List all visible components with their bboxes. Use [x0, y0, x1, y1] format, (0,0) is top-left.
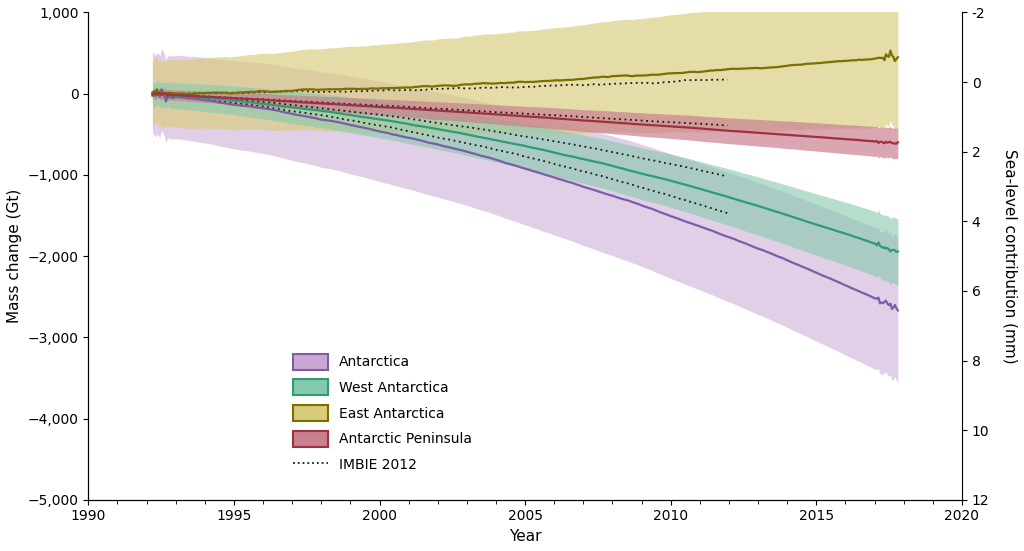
Legend: Antarctica, West Antarctica, East Antarctica, Antarctic Peninsula, IMBIE 2012: Antarctica, West Antarctica, East Antarc…	[288, 348, 477, 478]
X-axis label: Year: Year	[509, 529, 542, 544]
Y-axis label: Mass change (Gt): Mass change (Gt)	[7, 189, 22, 323]
Y-axis label: Sea-level contribution (mm): Sea-level contribution (mm)	[1002, 149, 1017, 364]
